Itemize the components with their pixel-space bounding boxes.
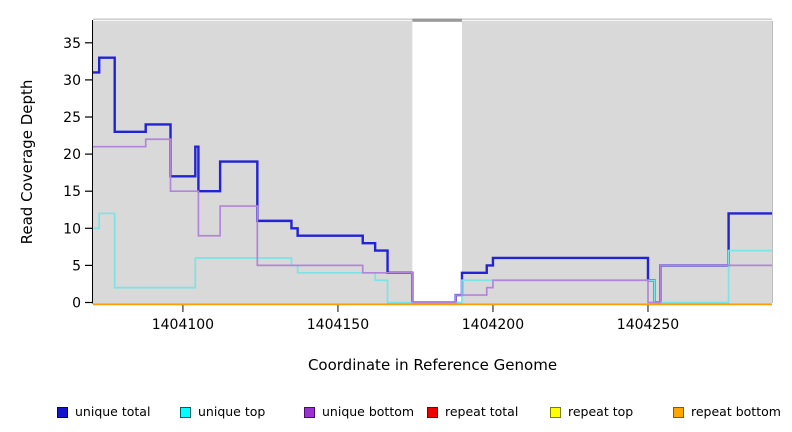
y-tick-label: 35 bbox=[63, 36, 81, 52]
x-tick-label: 1404100 bbox=[152, 317, 214, 333]
series-line-unique-bottom bbox=[93, 138, 772, 304]
legend-swatch-icon bbox=[57, 407, 68, 418]
legend-swatch-icon bbox=[304, 407, 315, 418]
series-line-unique-top bbox=[93, 212, 772, 304]
x-axis-title: Coordinate in Reference Genome bbox=[307, 356, 558, 374]
y-tick-label: 30 bbox=[63, 73, 81, 89]
legend-item-repeat-bottom: repeat bottom bbox=[673, 402, 781, 420]
y-tick-label: 20 bbox=[63, 147, 81, 163]
y-tick-label: 5 bbox=[72, 258, 81, 274]
legend-swatch-icon bbox=[180, 407, 191, 418]
legend-label: unique top bbox=[198, 404, 266, 419]
legend-swatch-icon bbox=[673, 407, 684, 418]
masked-region-cap bbox=[412, 18, 462, 22]
y-tick-label: 0 bbox=[72, 296, 81, 312]
legend-swatch-icon bbox=[550, 407, 561, 418]
legend-label: repeat top bbox=[568, 404, 634, 419]
legend: unique total unique top unique bottom repea… bbox=[0, 402, 792, 422]
y-axis-title: Read Coverage Depth bbox=[18, 79, 36, 245]
x-tick-label: 1404150 bbox=[307, 317, 369, 333]
y-tick-label: 15 bbox=[63, 184, 81, 200]
legend-item-unique-top: unique top bbox=[180, 402, 265, 420]
x-tick-label: 1404200 bbox=[462, 317, 524, 333]
legend-label: repeat total bbox=[445, 404, 519, 419]
masked-region bbox=[412, 21, 462, 303]
y-tick-label: 10 bbox=[63, 221, 81, 237]
plot-canvas: 0 5 10 15 20 25 30 35 1404100 1404150 1404200 14042… bbox=[63, 18, 773, 333]
legend-item-unique-total: unique total bbox=[57, 402, 150, 420]
legend-item-repeat-top: repeat top bbox=[550, 402, 633, 420]
legend-label: unique total bbox=[75, 404, 151, 419]
legend-item-unique-bottom: unique bottom bbox=[304, 402, 414, 420]
legend-swatch-icon bbox=[427, 407, 438, 418]
y-tick-label: 25 bbox=[63, 110, 81, 126]
x-tick-label: 1404250 bbox=[617, 317, 679, 333]
legend-label: unique bottom bbox=[322, 404, 415, 419]
legend-label: repeat bottom bbox=[691, 404, 781, 419]
legend-item-repeat-total: repeat total bbox=[427, 402, 518, 420]
